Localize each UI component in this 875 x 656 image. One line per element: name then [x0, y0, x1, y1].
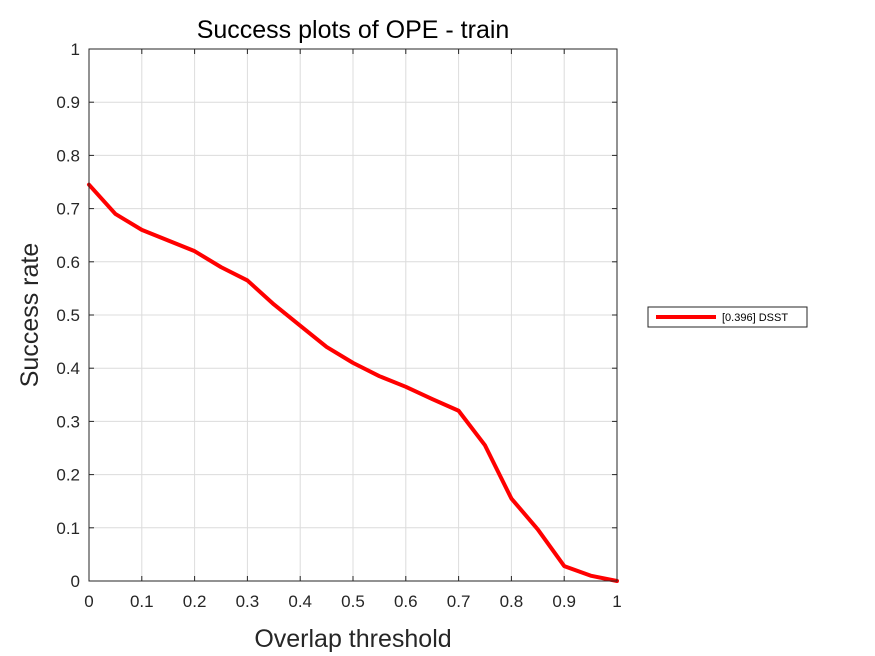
y-axis-ticks: 0 0.1 0.2 0.3 0.4 0.5 0.6 0.7 0.8 0.9 1	[56, 40, 617, 591]
y-tick-label: 0	[71, 572, 80, 591]
x-tick-label: 0.7	[447, 592, 471, 611]
x-axis-title: Overlap threshold	[254, 625, 451, 653]
y-tick-label: 0.9	[56, 93, 80, 112]
y-tick-label: 0.5	[56, 306, 80, 325]
y-tick-label: 1	[71, 40, 80, 59]
x-tick-label: 0.2	[183, 592, 207, 611]
legend-label-dsst: [0.396] DSST	[722, 312, 788, 324]
x-tick-label: 0	[84, 592, 93, 611]
x-axis-ticks: 0 0.1 0.2 0.3 0.4 0.5 0.6 0.7 0.8 0.9 1	[84, 49, 622, 611]
y-tick-label: 0.7	[56, 200, 80, 219]
x-tick-label: 0.6	[394, 592, 418, 611]
x-tick-label: 0.4	[288, 592, 312, 611]
y-axis-title: Success rate	[16, 243, 44, 388]
x-tick-label: 0.3	[236, 592, 260, 611]
chart-title: Success plots of OPE - train	[197, 16, 510, 44]
x-tick-label: 0.8	[500, 592, 524, 611]
y-tick-label: 0.1	[56, 519, 80, 538]
y-tick-label: 0.2	[56, 466, 80, 485]
x-tick-label: 0.5	[341, 592, 365, 611]
x-tick-label: 0.9	[552, 592, 576, 611]
x-tick-label: 0.1	[130, 592, 154, 611]
legend-box	[647, 306, 808, 328]
legend: [0.396] DSST	[647, 306, 808, 328]
y-tick-label: 0.3	[56, 412, 80, 431]
y-tick-label: 0.6	[56, 253, 80, 272]
grid-lines	[89, 49, 617, 581]
x-tick-label: 1	[612, 592, 621, 611]
y-tick-label: 0.4	[56, 359, 80, 378]
series-layer	[87, 182, 619, 583]
y-tick-label: 0.8	[56, 146, 80, 165]
